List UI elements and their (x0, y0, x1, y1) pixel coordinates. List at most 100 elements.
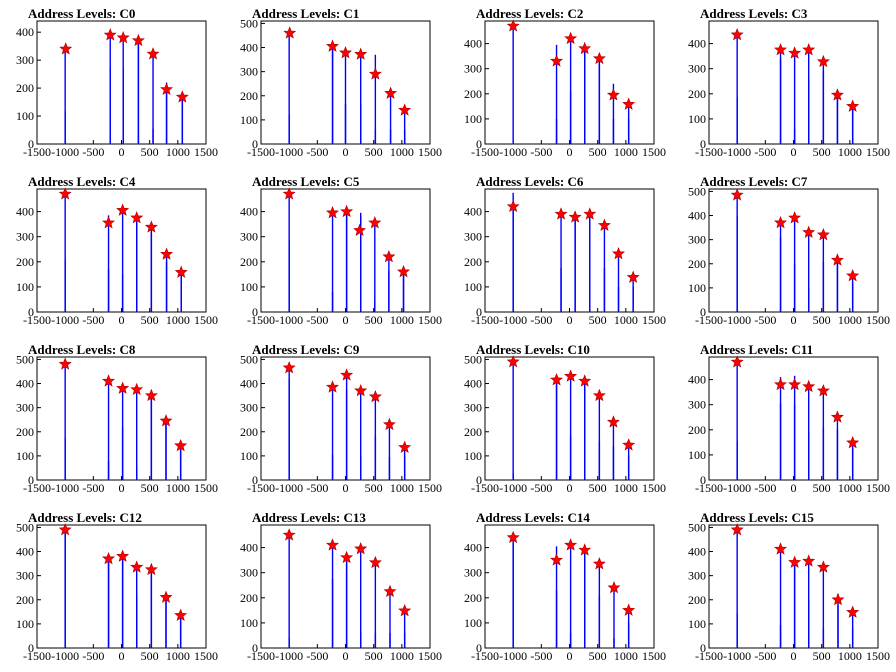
peak-marker (830, 253, 844, 266)
peak-marker (554, 207, 568, 220)
plot-frame (260, 188, 431, 313)
x-tick-label: -1000 (275, 649, 303, 663)
y-tick-label: 400 (464, 205, 482, 219)
chart-panel-c14: Address Levels: C14 0 100 200 300 400 -1500 -10… (448, 504, 672, 672)
peak-marker (397, 264, 410, 278)
x-tick-label: 1500 (866, 649, 890, 663)
y-tick-label: 100 (240, 449, 258, 463)
x-tick-label: -500 (754, 313, 776, 327)
x-tick-label: -1500 (247, 145, 275, 159)
x-tick-label: 1500 (418, 481, 442, 495)
peak-marker (564, 31, 578, 45)
x-tick-label: 0 (119, 313, 125, 327)
x-tick-label: -1500 (247, 481, 275, 495)
peak-marker (612, 246, 625, 260)
y-tick-label: 100 (16, 280, 34, 294)
x-tick-label: 500 (589, 145, 607, 159)
x-tick-label: 1500 (642, 649, 666, 663)
peak-marker (398, 440, 412, 453)
y-tick-label: 0 (252, 473, 258, 487)
x-tick-label: -1000 (51, 649, 79, 663)
y-tick-label: 100 (240, 280, 258, 294)
peak-marker (59, 42, 73, 55)
y-tick-label: 0 (28, 305, 34, 319)
peak-marker (116, 30, 130, 44)
chart-title: Address Levels: C11 (700, 342, 814, 357)
peak-marker (846, 268, 860, 282)
peak-marker (354, 47, 368, 60)
y-tick-label: 0 (700, 305, 706, 319)
chart-svg: 0 100 200 300 400 500 -1500 -1000 -500 0 500 1000 15… (688, 184, 890, 327)
x-tick-label: -500 (754, 649, 776, 663)
chart-panel-c15: Address Levels: C15 0 100 200 300 400 500 -1500… (672, 504, 896, 672)
peak-marker (606, 415, 620, 428)
x-tick-label: 0 (119, 481, 125, 495)
peak-marker (788, 211, 802, 224)
y-tick-label: 100 (464, 449, 482, 463)
peak-marker (384, 86, 398, 99)
x-tick-label: -1500 (23, 313, 51, 327)
peak-marker (730, 355, 744, 368)
peak-marker (802, 225, 816, 238)
chart-panel-c10: Address Levels: C10 0 100 200 300 400 500 -1500… (448, 336, 672, 504)
x-tick-label: -500 (82, 145, 104, 159)
peak-marker (354, 383, 368, 397)
y-tick-label: 200 (464, 591, 482, 605)
x-tick-label: 0 (567, 481, 573, 495)
x-tick-label: 1500 (866, 481, 890, 495)
y-tick-label: 400 (464, 541, 482, 555)
chart-title: Address Levels: C14 (476, 510, 590, 525)
peak-marker (146, 47, 160, 60)
y-tick-label: 0 (700, 473, 706, 487)
x-tick-label: 1000 (614, 313, 638, 327)
x-tick-label: 0 (567, 145, 573, 159)
y-tick-label: 0 (476, 137, 482, 151)
y-tick-label: 0 (28, 137, 34, 151)
x-tick-label: 1000 (166, 145, 190, 159)
x-tick-label: 1000 (838, 145, 862, 159)
chart-panel-c1: Address Levels: C1 0 100 200 300 400 500 -1500-… (224, 0, 448, 168)
chart-title: Address Levels: C0 (28, 6, 136, 21)
x-tick-label: 500 (141, 649, 159, 663)
y-tick-label: 200 (16, 81, 34, 95)
x-tick-label: 500 (813, 145, 831, 159)
peak-marker (730, 522, 744, 536)
x-tick-label: 0 (567, 649, 573, 663)
y-tick-label: 300 (16, 401, 34, 415)
peak-marker (622, 603, 636, 616)
x-tick-label: 1500 (194, 145, 218, 159)
peak-marker (354, 541, 368, 555)
y-tick-label: 100 (688, 617, 706, 631)
peak-marker (592, 51, 606, 65)
peak-marker (816, 54, 830, 68)
x-tick-label: 500 (813, 313, 831, 327)
peak-marker (368, 389, 382, 403)
peak-marker (788, 555, 802, 568)
chart-svg: 0 100 200 300 400 -1500 -1000 -500 0 500 1000 1500 (464, 188, 666, 327)
x-tick-label: -500 (82, 481, 104, 495)
x-tick-label: 1000 (838, 649, 862, 663)
chart-svg: 0 100 200 300 400 -1500 -1000 -500 0 500 1000 1500 (688, 20, 890, 159)
peak-marker (622, 438, 636, 451)
chart-svg: 0 100 200 300 400 -1500 -1000 -500 0 500 1000 1500 (688, 355, 890, 495)
y-tick-label: 300 (688, 569, 706, 583)
x-tick-label: 0 (119, 649, 125, 663)
peak-marker (282, 361, 296, 374)
peak-marker (174, 608, 188, 621)
x-tick-label: 1000 (614, 145, 638, 159)
y-tick-label: 0 (700, 641, 706, 655)
y-tick-label: 400 (16, 377, 34, 391)
x-tick-label: -1000 (723, 145, 751, 159)
chart-title: Address Levels: C1 (252, 6, 360, 21)
chart-title: Address Levels: C9 (252, 342, 360, 357)
x-tick-label: -1500 (695, 481, 723, 495)
x-tick-label: 500 (589, 649, 607, 663)
peak-marker (103, 28, 117, 41)
x-tick-label: 1500 (194, 313, 218, 327)
x-tick-label: 1500 (866, 313, 890, 327)
y-tick-label: 300 (16, 53, 34, 67)
peak-marker (130, 211, 144, 224)
chart-panel-c13: Address Levels: C13 0 100 200 300 400 -1500 -10… (224, 504, 448, 672)
x-tick-label: 500 (813, 649, 831, 663)
peak-marker (144, 220, 158, 233)
